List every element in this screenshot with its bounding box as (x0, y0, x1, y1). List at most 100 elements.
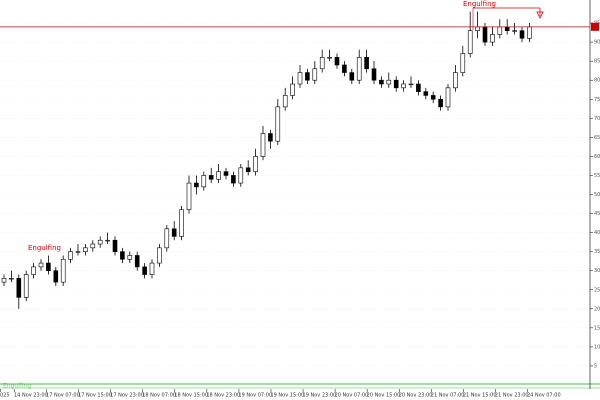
candle-body (290, 83, 295, 96)
candle-body (268, 133, 273, 142)
x-tick-label: 17 Nov 07:00 (46, 393, 80, 399)
candle-body (334, 57, 340, 66)
candle-body (38, 262, 44, 268)
candle-body (475, 26, 480, 31)
candle-body (371, 68, 377, 81)
candle-body (438, 98, 443, 108)
candle-body (142, 266, 147, 275)
candle-body (231, 175, 236, 184)
x-tick-label: 19 Nov 23:00 (303, 393, 337, 399)
y-tick-label: 80 (594, 78, 600, 84)
x-tick-label: 19 Nov 15:00 (270, 393, 304, 399)
candle-body (386, 79, 392, 85)
y-tick-label: 60 (594, 154, 600, 160)
y-tick-label: 50 (594, 192, 600, 198)
candle-body (201, 175, 207, 188)
candle-body (97, 239, 103, 245)
candle-body (519, 30, 525, 39)
candle-body (253, 156, 258, 172)
candle-body (312, 68, 318, 81)
candle-body (482, 26, 488, 43)
candle-body (179, 209, 184, 237)
candle-body (164, 228, 170, 249)
x-tick-label: 24 Nov 07:00 (527, 393, 561, 399)
candle-body (53, 270, 59, 283)
y-tick-label: 25 (594, 287, 600, 293)
candle-body (31, 266, 36, 275)
candle-body (282, 95, 288, 108)
candle-body (9, 278, 14, 280)
y-tick-label: 85 (594, 59, 600, 65)
candle-body (245, 167, 251, 172)
candle-body (445, 87, 451, 108)
candle-body (497, 26, 503, 35)
y-tick-label: 65 (594, 135, 600, 141)
candle-body (149, 262, 155, 275)
candle-body (194, 182, 199, 188)
candle-body (490, 34, 495, 43)
candle-body (297, 72, 303, 85)
x-tick-label: 025 (0, 393, 10, 399)
candle-body (504, 26, 510, 31)
candle-body (423, 91, 429, 96)
x-tick-label: 20 Nov 15:00 (367, 393, 401, 399)
candle-body (223, 171, 229, 176)
candle-body (430, 95, 436, 100)
y-tick-label: 35 (594, 249, 600, 255)
candle-body (512, 30, 517, 32)
candle-body (46, 262, 51, 271)
y-tick-label: 90 (594, 40, 600, 46)
x-tick-label: 19 Nov 07:00 (238, 393, 272, 399)
y-tick-label: 30 (594, 268, 600, 274)
y-tick-label: 45 (594, 211, 600, 217)
candle-body (186, 182, 192, 211)
candle-body (408, 83, 414, 86)
candle-body (319, 57, 325, 70)
candle-body (364, 57, 369, 70)
y-tick-label: 20 (594, 306, 600, 312)
x-tick-label: 20 Nov 23:00 (399, 393, 433, 399)
x-tick-label: 18 Nov 23:00 (206, 393, 240, 399)
x-tick-label: 21 Nov 15:00 (463, 393, 497, 399)
y-tick-label: 40 (594, 230, 600, 236)
candle-body (16, 278, 22, 298)
candle-body (467, 30, 473, 54)
candle-body (23, 274, 29, 298)
candle-body (342, 64, 347, 73)
x-tick-label: 14 Nov 23:00 (14, 393, 48, 399)
y-tick-label: 5 (594, 363, 597, 369)
signal-arrow (473, 7, 544, 19)
candle-body (216, 171, 221, 180)
candle-body (112, 239, 118, 252)
candle-body (393, 79, 399, 89)
x-tick-label: 17 Nov 15:00 (78, 393, 112, 399)
candle-body (75, 251, 81, 253)
y-tick-label: 70 (594, 116, 600, 122)
x-tick-label: 21 Nov 07:00 (431, 393, 465, 399)
x-tick-label: 18 Nov 15:00 (174, 393, 208, 399)
candle-body (275, 106, 281, 142)
candle-body (260, 133, 266, 157)
annotation: Engulfing (463, 0, 496, 8)
candle-body (453, 72, 458, 89)
candle-body (327, 57, 332, 59)
candle-body (238, 167, 244, 184)
price-marker (591, 22, 599, 31)
candle-body (120, 251, 125, 260)
candle-body (105, 239, 110, 242)
annotation: Engulfing (3, 383, 31, 390)
candle-body (127, 255, 133, 260)
candle-body (349, 72, 355, 81)
y-tick-label: 15 (594, 325, 600, 331)
candle-body (1, 278, 7, 283)
candle-body (305, 72, 310, 81)
candle-body (60, 258, 66, 283)
candle-body (356, 57, 362, 81)
x-tick-label: 20 Nov 07:00 (335, 393, 369, 399)
candle-body (134, 255, 140, 268)
y-tick-label: 75 (594, 97, 600, 103)
y-tick-label: 55 (594, 173, 600, 179)
candle-body (68, 251, 73, 260)
